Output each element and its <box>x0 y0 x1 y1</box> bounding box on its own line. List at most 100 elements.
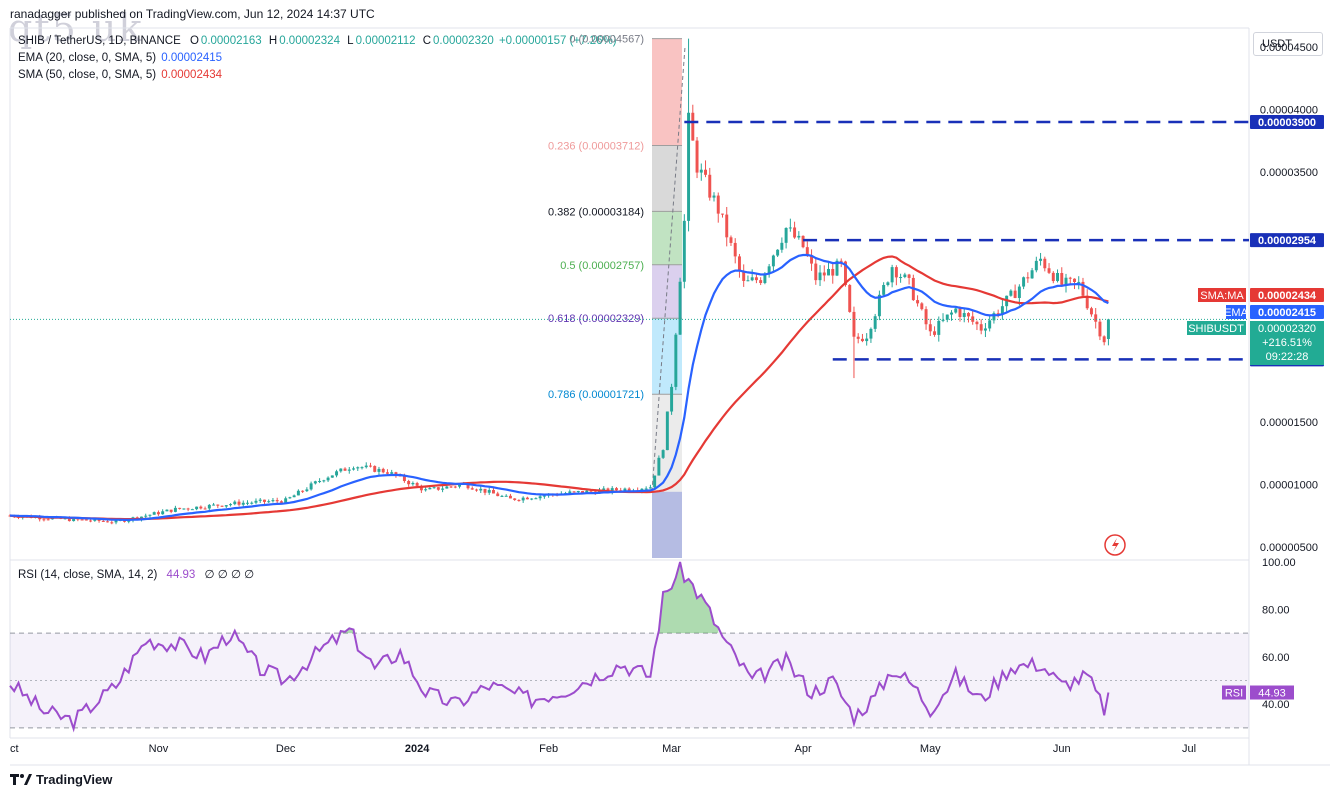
candle-body <box>1051 272 1055 282</box>
candle-body <box>958 308 962 317</box>
candle-body <box>780 242 784 250</box>
candles <box>8 38 1110 525</box>
candle-body <box>585 490 589 494</box>
candle-body <box>903 274 907 278</box>
candle-body <box>407 481 411 485</box>
sma-legend[interactable]: SMA (50, close, 0, SMA, 5) 0.00002434 <box>18 69 222 81</box>
sma-legend-value: 0.00002434 <box>161 69 223 81</box>
candle-body <box>525 497 529 500</box>
candle-body <box>84 519 88 521</box>
candle-body <box>445 486 449 489</box>
candle-body <box>352 468 356 470</box>
tradingview-logo-icon <box>10 773 32 785</box>
rsi-line <box>9 561 1110 733</box>
candle-body <box>670 386 674 412</box>
candle-body <box>182 508 186 510</box>
candle-body <box>229 504 233 506</box>
candle-body <box>950 312 953 315</box>
candle-body <box>716 195 720 214</box>
candle-body <box>326 477 330 481</box>
price-tick: 0.00004500 <box>1260 42 1318 54</box>
candle-body <box>1106 319 1110 339</box>
candle-body <box>1000 306 1004 315</box>
ema-legend-label: EMA (20, close, 0, SMA, 5) <box>18 52 157 64</box>
ema-name-tag: EMA <box>1224 307 1249 319</box>
candle-body <box>818 272 822 281</box>
candle-body <box>869 328 873 339</box>
candle-body <box>788 227 792 229</box>
candle-body <box>657 457 661 476</box>
symbol-price-tag: 0.00002320 <box>1258 323 1316 335</box>
symbol-legend: SHIB / TetherUS, 1D, BINANCE O 0.00002163… <box>18 35 617 47</box>
footer-brand[interactable]: TradingView <box>10 772 112 787</box>
change-value: +0.00000157 (+7.26%) <box>498 35 617 47</box>
price-tick: 0.00001000 <box>1260 479 1318 491</box>
candle-body <box>144 515 148 517</box>
candle-body <box>992 313 996 321</box>
candle-body <box>369 465 372 467</box>
candle-body <box>975 321 979 325</box>
candle-body <box>721 213 724 215</box>
sma-legend-label: SMA (50, close, 0, SMA, 5) <box>18 69 157 81</box>
candle-body <box>843 261 847 286</box>
fib-zone <box>652 38 682 146</box>
candle-body <box>212 504 216 506</box>
candle-body <box>1060 273 1064 285</box>
candle-body <box>508 495 512 499</box>
currency-button[interactable]: USDT <box>1253 32 1323 56</box>
candle-body <box>356 467 360 469</box>
candle-body <box>279 501 283 503</box>
replay-icon[interactable] <box>1104 534 1126 556</box>
candle-body <box>479 488 483 491</box>
axes: 0.000045000.000040000.000035000.00002500… <box>10 42 1318 755</box>
candle-body <box>1089 308 1093 315</box>
candle-body <box>759 280 763 284</box>
candle-body <box>1081 281 1085 296</box>
candle-body <box>521 497 525 501</box>
candle-body <box>72 518 76 522</box>
candle-body <box>267 501 271 503</box>
candle-body <box>763 273 767 284</box>
candle-body <box>542 495 546 497</box>
candle-body <box>173 507 177 512</box>
ema-legend[interactable]: EMA (20, close, 0, SMA, 5) 0.00002415 <box>18 52 222 64</box>
candle-body <box>966 313 970 317</box>
candle-body <box>687 112 691 221</box>
candle-body <box>1094 314 1098 322</box>
candle-body <box>1034 260 1038 271</box>
candle-body <box>424 489 428 491</box>
candle-body <box>258 499 262 501</box>
close-label: C <box>422 35 431 47</box>
candle-body <box>190 509 194 511</box>
rsi-tick: 40.00 <box>1262 699 1290 711</box>
candle-body <box>805 247 809 256</box>
time-tick: ct <box>10 743 19 755</box>
candle-body <box>793 227 797 238</box>
candle-body <box>275 500 279 502</box>
candle-body <box>301 490 305 492</box>
sma-name-tag: SMA:MA <box>1200 290 1244 302</box>
level-tag: 0.00002954 <box>1258 235 1317 247</box>
candle-body <box>335 471 339 476</box>
rsi-tick: 60.00 <box>1262 652 1290 664</box>
candle-body <box>97 519 101 521</box>
candle-body <box>284 498 288 503</box>
rsi-legend[interactable]: RSI (14, close, SMA, 14, 2) 44.93 ∅ ∅ ∅ … <box>18 567 254 581</box>
candle-body <box>1043 258 1047 269</box>
symbol-title[interactable]: SHIB / TetherUS, 1D, BINANCE <box>18 35 181 47</box>
candle-body <box>907 274 911 278</box>
candle-body <box>661 450 665 458</box>
fib-label: 0.786 (0.00001721) <box>548 389 644 401</box>
candle-body <box>250 502 254 504</box>
open-value: 0.00002163 <box>200 35 262 47</box>
candle-body <box>988 320 992 329</box>
candle-body <box>254 500 258 503</box>
candle-body <box>106 521 110 523</box>
candle-body <box>381 468 385 473</box>
fib-zone <box>652 211 682 265</box>
candle-body <box>534 498 538 500</box>
candle-body <box>1026 277 1030 279</box>
candle-body <box>602 488 606 491</box>
candle-body <box>148 514 152 516</box>
